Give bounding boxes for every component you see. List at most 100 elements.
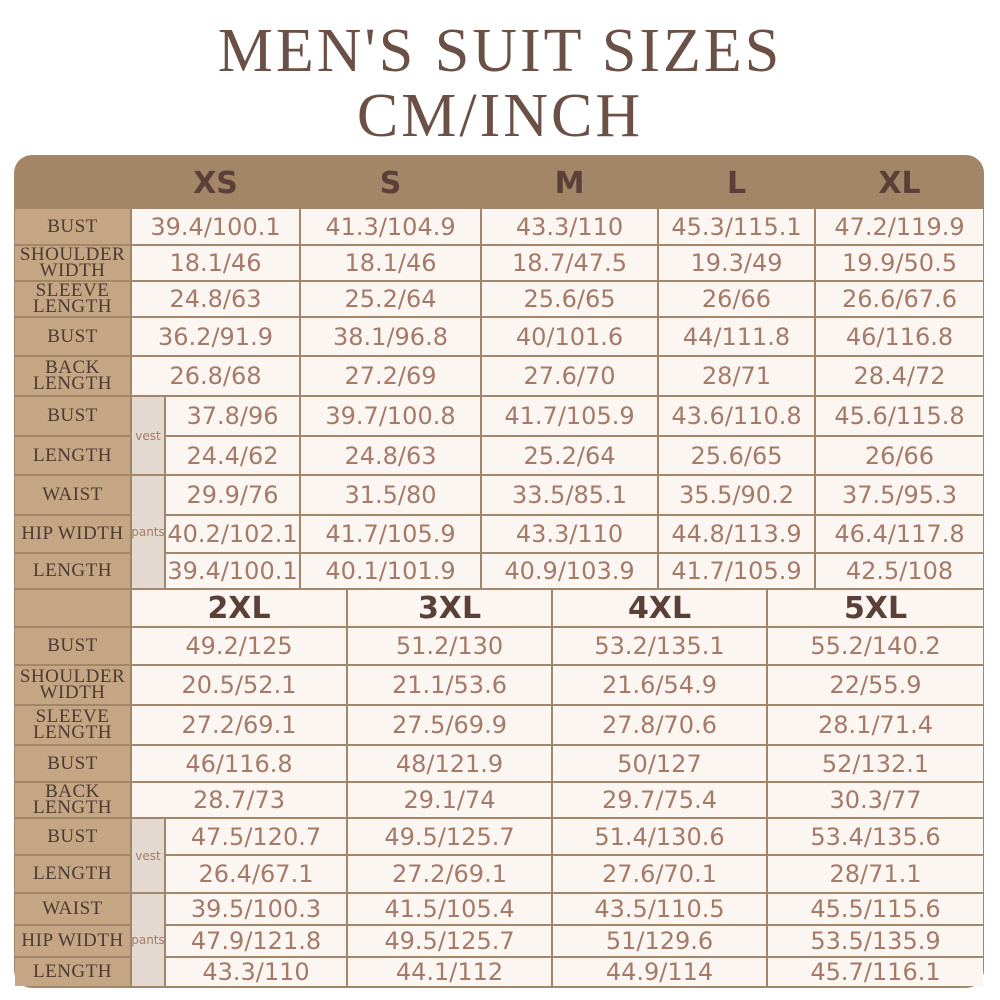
- size-value-cell: 43.3/110: [482, 516, 657, 552]
- size-header-l: L: [726, 165, 747, 201]
- size-value-cell: 25.2/64: [301, 282, 480, 316]
- vest-group-label: vest: [132, 397, 164, 474]
- size-value-cell: 45.6/115.8: [816, 397, 983, 435]
- size-value-cell: 53.5/135.9: [768, 926, 983, 956]
- size-header-4xl: 4XL: [553, 590, 766, 626]
- size-value-cell: 45.5/115.6: [768, 894, 983, 924]
- row-label: BUST: [15, 628, 130, 664]
- size-value-cell: 27.5/69.9: [348, 706, 551, 744]
- size-value-cell: 19.3/49: [659, 246, 814, 280]
- size-value-cell: 41.5/105.4: [348, 894, 551, 924]
- size-value-cell: 29.1/74: [348, 783, 551, 817]
- size-value-cell: 49.5/125.7: [348, 819, 551, 854]
- size-value-cell: 27.6/70.1: [553, 856, 766, 892]
- size-value-cell: 55.2/140.2: [768, 628, 983, 664]
- size-value-cell: 37.8/96: [166, 397, 299, 435]
- size-value-cell: 38.1/96.8: [301, 318, 480, 355]
- row-label: LENGTH: [15, 437, 130, 474]
- size-value-cell: 20.5/52.1: [132, 666, 346, 704]
- size-value-cell: 52/132.1: [768, 746, 983, 781]
- size-value-cell: 45.7/116.1: [768, 958, 983, 986]
- size-value-cell: 26/66: [659, 282, 814, 316]
- size-value-cell: 24.8/63: [132, 282, 299, 316]
- row-label: BUST: [15, 397, 130, 435]
- size-value-cell: 49.5/125.7: [348, 926, 551, 956]
- size-value-cell: 42.5/108: [816, 554, 983, 588]
- size-value-cell: 41.7/105.9: [659, 554, 814, 588]
- size-value-cell: 18.7/47.5: [482, 246, 657, 280]
- size-value-cell: 41.3/104.9: [301, 209, 480, 244]
- size-value-cell: 25.6/65: [482, 282, 657, 316]
- title-line-2: CM/INCH: [356, 82, 644, 150]
- size-value-cell: 30.3/77: [768, 783, 983, 817]
- row-label: LENGTH: [15, 554, 130, 588]
- size-value-cell: 51/129.6: [553, 926, 766, 956]
- size-value-cell: 50/127: [553, 746, 766, 781]
- row-label: WAIST: [15, 894, 130, 924]
- size-value-cell: 40/101.6: [482, 318, 657, 355]
- size-value-cell: 29.9/76: [166, 476, 299, 514]
- size-header-3xl: 3XL: [348, 590, 551, 626]
- vest-group-label: vest: [132, 819, 164, 892]
- size-value-cell: 43.3/110: [482, 209, 657, 244]
- size-value-cell: 18.1/46: [132, 246, 299, 280]
- size-value-cell: 21.1/53.6: [348, 666, 551, 704]
- size-value-cell: 19.9/50.5: [816, 246, 983, 280]
- size-value-cell: 40.9/103.9: [482, 554, 657, 588]
- size-value-cell: 53.4/135.6: [768, 819, 983, 854]
- pants-group-label: pants: [131, 476, 165, 588]
- size-value-cell: 28.1/71.4: [768, 706, 983, 744]
- size-value-cell: 40.1/101.9: [301, 554, 480, 588]
- size-value-cell: 46/116.8: [132, 746, 346, 781]
- size-header-xl: XL: [878, 165, 921, 201]
- size-value-cell: 39.5/100.3: [166, 894, 346, 924]
- size-value-cell: 44/111.8: [659, 318, 814, 355]
- size-header-2xl: 2XL: [132, 590, 346, 626]
- size-value-cell: 35.5/90.2: [659, 476, 814, 514]
- size-value-cell: 26.6/67.6: [816, 282, 983, 316]
- size-value-cell: 41.7/105.9: [301, 516, 480, 552]
- size-value-cell: 27.2/69.1: [348, 856, 551, 892]
- size-value-cell: 45.3/115.1: [659, 209, 814, 244]
- size-value-cell: 31.5/80: [301, 476, 480, 514]
- size-value-cell: 40.2/102.1: [166, 516, 299, 552]
- size-value-cell: 43.3/110: [166, 958, 346, 986]
- size-header-m: M: [554, 165, 585, 201]
- size-value-cell: 47.2/119.9: [816, 209, 983, 244]
- header-blank: [15, 590, 130, 626]
- size-value-cell: 49.2/125: [132, 628, 346, 664]
- size-header-s: S: [379, 165, 402, 201]
- pants-group-label: pants: [131, 894, 165, 986]
- size-value-cell: 41.7/105.9: [482, 397, 657, 435]
- size-value-cell: 27.2/69: [301, 357, 480, 395]
- row-label: LENGTH: [15, 958, 130, 986]
- row-label: BACK LENGTH: [15, 357, 130, 395]
- row-label: SHOULDER WIDTH: [15, 666, 130, 704]
- size-value-cell: 39.4/100.1: [132, 209, 299, 244]
- size-value-cell: 43.6/110.8: [659, 397, 814, 435]
- size-value-cell: 39.7/100.8: [301, 397, 480, 435]
- size-value-cell: 18.1/46: [301, 246, 480, 280]
- row-label: BUST: [15, 746, 130, 781]
- size-value-cell: 25.6/65: [659, 437, 814, 474]
- row-label: BUST: [15, 819, 130, 854]
- size-value-cell: 43.5/110.5: [553, 894, 766, 924]
- row-label: HIP WIDTH: [15, 516, 130, 552]
- row-label: LENGTH: [15, 856, 130, 892]
- size-value-cell: 37.5/95.3: [816, 476, 983, 514]
- size-value-cell: 28/71.1: [768, 856, 983, 892]
- row-label: WAIST: [15, 476, 130, 514]
- size-value-cell: 26.4/67.1: [166, 856, 346, 892]
- size-value-cell: 47.5/120.7: [166, 819, 346, 854]
- size-value-cell: 53.2/135.1: [553, 628, 766, 664]
- size-value-cell: 27.6/70: [482, 357, 657, 395]
- title-line-1: MEN'S SUIT SIZES: [217, 17, 783, 85]
- size-value-cell: 46/116.8: [816, 318, 983, 355]
- size-header-xs: XS: [193, 165, 238, 201]
- size-table: XS S M L XL BUST 39.4/100.1 41.3/104.9 43.3/110 4…: [14, 155, 984, 988]
- row-label: BUST: [15, 318, 130, 355]
- row-label: HIP WIDTH: [15, 926, 130, 956]
- size-value-cell: 29.7/75.4: [553, 783, 766, 817]
- size-value-cell: 24.8/63: [301, 437, 480, 474]
- size-value-cell: 28.4/72: [816, 357, 983, 395]
